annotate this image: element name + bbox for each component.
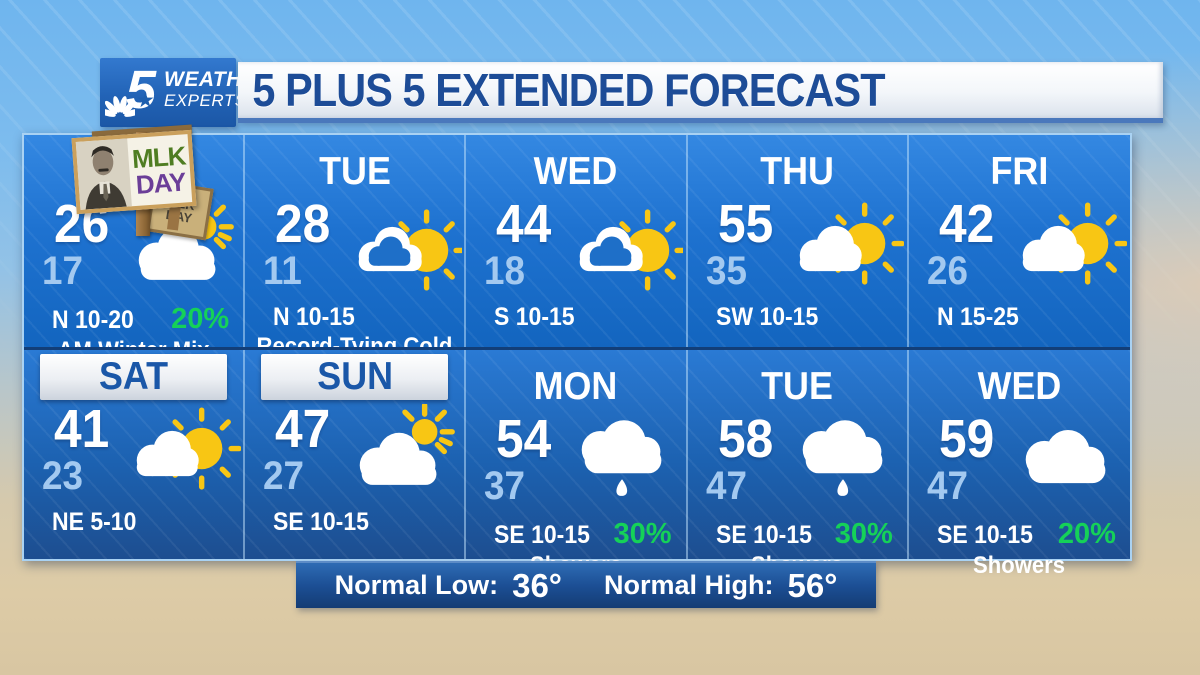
cloudy-icon [1006,414,1130,510]
wind-text: SW 10-15 [715,303,818,331]
low-temp: 11 [263,249,303,293]
normal-high-label: Normal High: [604,570,774,600]
mlk-sign: MLK DAY [71,129,197,215]
day-label: THU [760,150,835,193]
rain-shower-icon [563,414,686,510]
wind-text: S 10-15 [494,303,575,331]
rain-shower-icon [784,414,907,510]
precip-chance: 30% [613,518,672,550]
high-temp: 55 [717,194,773,254]
wind-text: N 10-15 [273,303,356,331]
wind-text: SE 10-15 [273,508,370,536]
forecast-cell-mon2: MON 54 37 [466,350,688,579]
page-title: 5 PLUS 5 EXTENDED FORECAST [252,64,885,116]
normals-bar: Normal Low: 36° Normal High: 56° [296,561,876,608]
day-label: TUE [761,365,834,408]
wind-text: SE 10-15 [936,521,1033,549]
star-icon: ★ [136,89,155,112]
partly-cloudy-icon [342,404,465,500]
wind-text: N 15-25 [936,303,1019,331]
precip-chance: 30% [834,518,893,550]
precip-chance: 20% [171,303,230,335]
high-temp: 54 [496,409,552,469]
high-temp: 58 [717,409,773,469]
forecast-cell-sat: SAT 41 23 [24,350,246,559]
low-temp: 17 [42,249,83,293]
mostly-sunny-icon [120,404,243,500]
low-temp: 18 [484,249,526,293]
forecast-cell-thu: THU 55 35 [688,135,909,347]
mostly-sunny-icon [784,199,907,295]
high-temp: 42 [938,194,995,254]
wind-text: SE 10-15 [494,521,591,549]
mlk-portrait [75,138,132,210]
forecast-panel: 26 17 [22,133,1132,579]
mostly-sunny-icon [1006,199,1130,295]
low-temp: 47 [926,464,968,508]
header-banner: 5 PLUS 5 EXTENDED FORECAST [238,62,1163,123]
mlk-word-day: DAY [134,165,187,200]
mlk-day-badge: MLK DAY MLK DAY [71,124,214,244]
low-temp: 27 [263,454,305,498]
brand-experts-label: EXPERTS [164,91,247,110]
low-temp: 23 [42,454,83,498]
day-label-highlighted: SUN [261,354,449,400]
day-label: TUE [318,150,391,193]
low-temp: 35 [705,249,747,293]
high-temp: 28 [275,194,331,254]
normal-low-value: 36° [512,566,562,604]
sun-behind-cloud-icon [342,199,465,295]
day-label: MON [534,365,618,408]
nbc-peacock-icon [105,96,135,117]
high-temp: 59 [938,409,995,469]
low-temp: 37 [484,464,526,508]
forecast-cell-tue2: TUE 58 47 [688,350,909,579]
low-temp: 47 [705,464,747,508]
forecast-cell-tue: TUE 28 11 [245,135,467,360]
condition-text: Showers [973,552,1066,579]
sun-behind-cloud-icon [563,199,686,295]
precip-chance: 20% [1057,518,1116,550]
wind-text: NE 5-10 [52,508,137,536]
forecast-cell-wed2: WED 59 47 [909,350,1130,579]
day-label: FRI [990,150,1049,193]
normal-high-value: 56° [787,566,838,604]
day-label-highlighted: SAT [40,354,228,400]
normal-low-label: Normal Low: [334,570,499,600]
wind-text: N 10-20 [52,306,134,334]
station-logo: 5 ★ WEATHER EXPERTS [100,58,272,127]
wind-text: SE 10-15 [715,521,812,549]
forecast-cell-wed: WED 44 18 [466,135,688,347]
day-label: WED [534,150,618,193]
forecast-cell-fri: FRI 42 26 [909,135,1130,347]
channel-number: 5 [126,60,157,120]
low-temp: 26 [926,249,968,293]
high-temp: 41 [54,399,110,459]
forecast-row-2: SAT 41 23 [24,347,1130,579]
high-temp: 47 [275,399,331,459]
condition-text [24,538,243,566]
day-label: WED [977,365,1062,408]
forecast-cell-sun: SUN 47 27 [245,350,467,559]
high-temp: 44 [496,194,552,254]
